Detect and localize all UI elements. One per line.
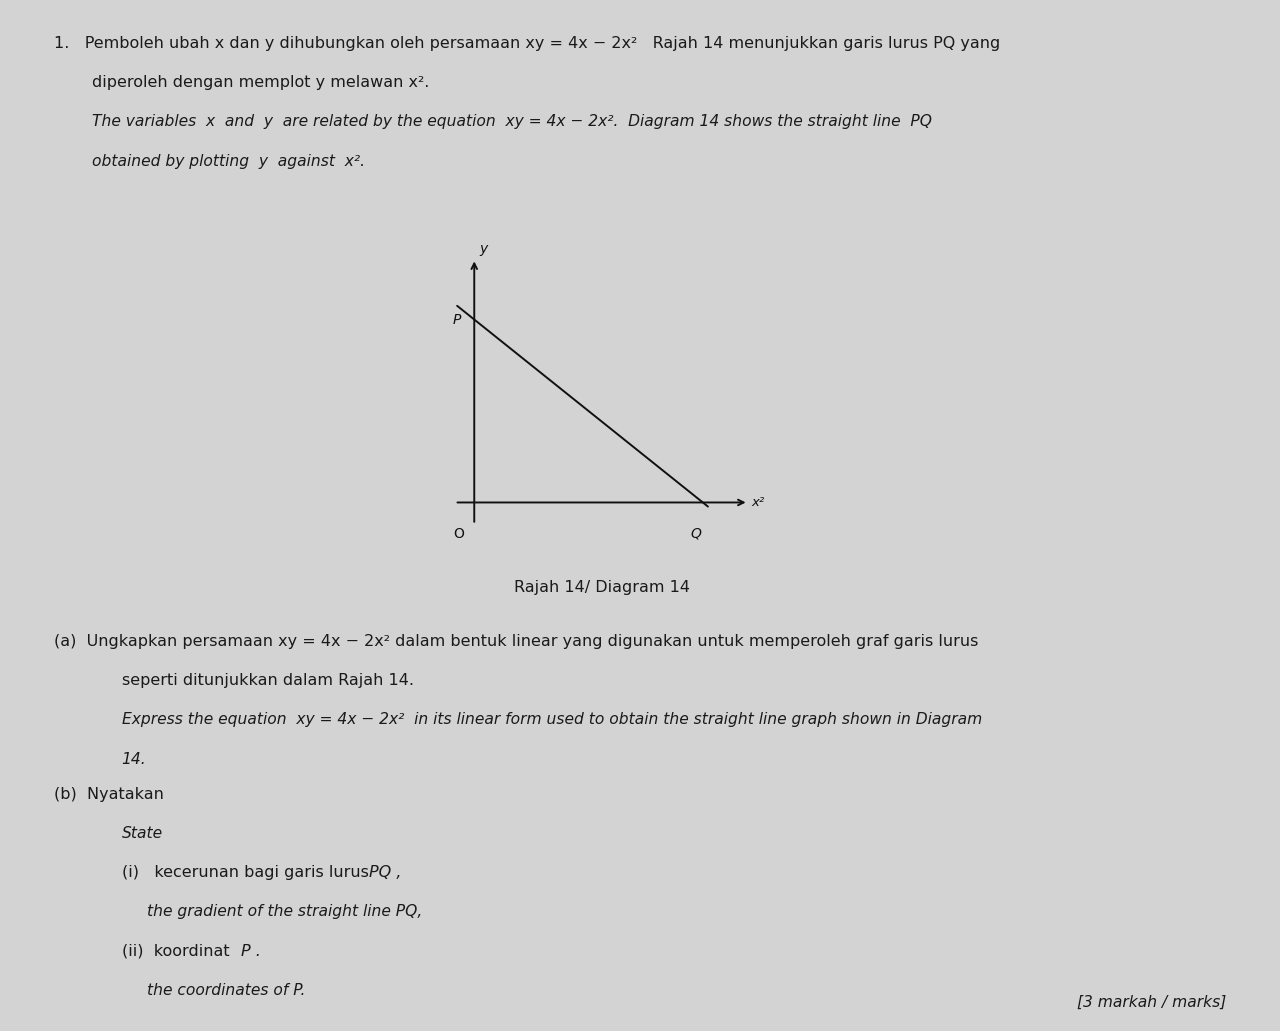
- Text: State: State: [122, 826, 163, 841]
- Text: obtained by plotting  y  against  x².: obtained by plotting y against x².: [92, 154, 365, 169]
- Text: The variables  x  and  y  are related by the equation  xy = 4x − 2x².  Diagram 1: The variables x and y are related by the…: [92, 114, 932, 130]
- Text: seperti ditunjukkan dalam Rajah 14.: seperti ditunjukkan dalam Rajah 14.: [122, 673, 413, 689]
- Text: Rajah 14/ Diagram 14: Rajah 14/ Diagram 14: [513, 580, 690, 596]
- Text: the coordinates of P.: the coordinates of P.: [147, 983, 306, 998]
- Text: (i)   kecerunan bagi garis lurus: (i) kecerunan bagi garis lurus: [122, 865, 374, 880]
- Text: (ii)  koordinat: (ii) koordinat: [122, 943, 234, 959]
- Text: y: y: [480, 242, 488, 257]
- Text: (a)  Ungkapkan persamaan xy = 4x − 2x² dalam bentuk linear yang digunakan untuk : (a) Ungkapkan persamaan xy = 4x − 2x² da…: [54, 634, 978, 650]
- Text: 14.: 14.: [122, 752, 146, 767]
- Text: Q: Q: [691, 527, 701, 541]
- Text: PQ ,: PQ ,: [369, 865, 401, 880]
- Text: the gradient of the straight line PQ,: the gradient of the straight line PQ,: [147, 904, 422, 920]
- Text: diperoleh dengan memplot y melawan x².: diperoleh dengan memplot y melawan x².: [92, 75, 430, 91]
- Text: [3 markah / marks]: [3 markah / marks]: [1076, 995, 1226, 1009]
- Text: P: P: [453, 312, 461, 327]
- Text: x²: x²: [751, 496, 764, 509]
- Text: P .: P .: [241, 943, 261, 959]
- Text: Express the equation  xy = 4x − 2x²  in its linear form used to obtain the strai: Express the equation xy = 4x − 2x² in it…: [122, 712, 982, 728]
- Text: (b)  Nyatakan: (b) Nyatakan: [54, 787, 164, 802]
- Text: O: O: [453, 527, 463, 541]
- Text: 1.   Pemboleh ubah x dan y dihubungkan oleh persamaan xy = 4x − 2x²   Rajah 14 m: 1. Pemboleh ubah x dan y dihubungkan ole…: [54, 36, 1000, 52]
